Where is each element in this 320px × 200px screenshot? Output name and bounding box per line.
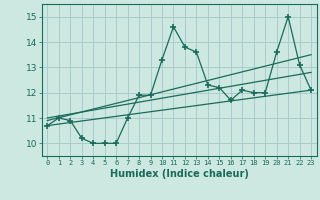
X-axis label: Humidex (Indice chaleur): Humidex (Indice chaleur) bbox=[110, 169, 249, 179]
